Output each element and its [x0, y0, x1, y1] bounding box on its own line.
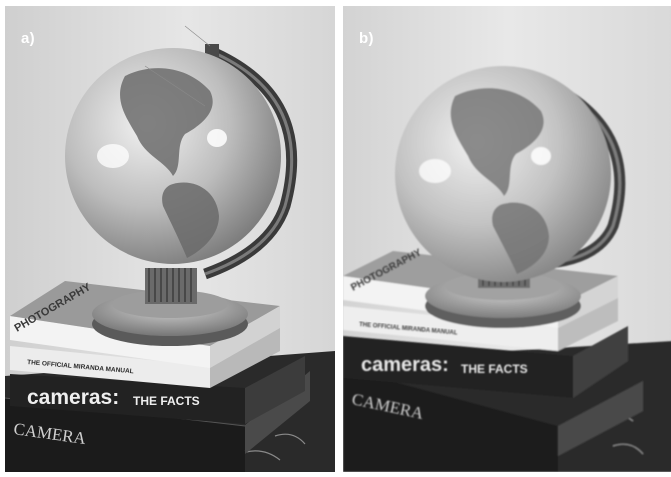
cameras-title: cameras:: [27, 386, 119, 409]
cameras-subtitle: THE FACTS: [133, 394, 200, 408]
globe-photo-soft: cameras: THE FACTS THE OFFICIAL MIRANDA …: [343, 6, 671, 472]
cameras-subtitle-soft: THE FACTS: [461, 362, 528, 376]
cameras-title-soft: cameras:: [361, 354, 449, 376]
photo-panel-a: CAMERA cameras: THE FACTS THE OFFICIAL M…: [5, 6, 335, 472]
globe-photo-sharp: CAMERA cameras: THE FACTS THE OFFICIAL M…: [5, 6, 335, 472]
panel-a-label: a): [21, 30, 35, 47]
panel-b-label: b): [359, 30, 374, 47]
photo-panel-b: cameras: THE FACTS THE OFFICIAL MIRANDA …: [343, 6, 671, 472]
